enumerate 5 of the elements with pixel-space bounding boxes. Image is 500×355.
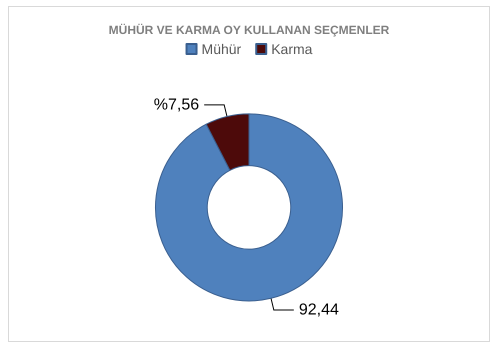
legend-label: Karma (271, 41, 313, 57)
legend-label: Mühür (202, 41, 242, 57)
data-label: 92,44 (298, 301, 339, 318)
chart-title: MÜHÜR VE KARMA OY KULLANAN SEÇMENLER (108, 23, 390, 37)
data-label: %7,56 (154, 96, 200, 114)
